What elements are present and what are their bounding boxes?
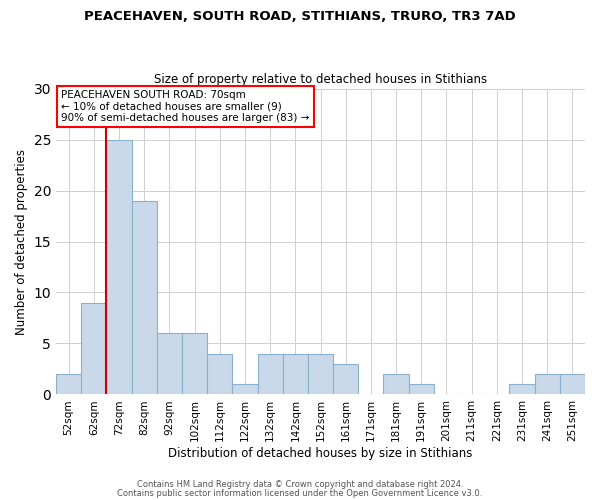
Bar (509, 384, 535, 394)
Text: Contains HM Land Registry data © Crown copyright and database right 2024.: Contains HM Land Registry data © Crown c… (137, 480, 463, 489)
Bar (157, 334, 182, 394)
Bar (308, 354, 333, 395)
Text: PEACEHAVEN SOUTH ROAD: 70sqm
← 10% of detached houses are smaller (9)
90% of sem: PEACEHAVEN SOUTH ROAD: 70sqm ← 10% of de… (61, 90, 310, 124)
Bar (232, 384, 257, 394)
Text: PEACEHAVEN, SOUTH ROAD, STITHIANS, TRURO, TR3 7AD: PEACEHAVEN, SOUTH ROAD, STITHIANS, TRURO… (84, 10, 516, 23)
Title: Size of property relative to detached houses in Stithians: Size of property relative to detached ho… (154, 73, 487, 86)
Bar (535, 374, 560, 394)
Bar (56, 374, 81, 394)
Bar (106, 140, 131, 394)
Bar (257, 354, 283, 395)
Bar (131, 200, 157, 394)
X-axis label: Distribution of detached houses by size in Stithians: Distribution of detached houses by size … (169, 447, 473, 460)
Bar (333, 364, 358, 394)
Bar (383, 374, 409, 394)
Y-axis label: Number of detached properties: Number of detached properties (15, 148, 28, 334)
Bar (207, 354, 232, 395)
Bar (283, 354, 308, 395)
Bar (182, 334, 207, 394)
Bar (409, 384, 434, 394)
Bar (560, 374, 585, 394)
Text: Contains public sector information licensed under the Open Government Licence v3: Contains public sector information licen… (118, 489, 482, 498)
Bar (81, 302, 106, 394)
